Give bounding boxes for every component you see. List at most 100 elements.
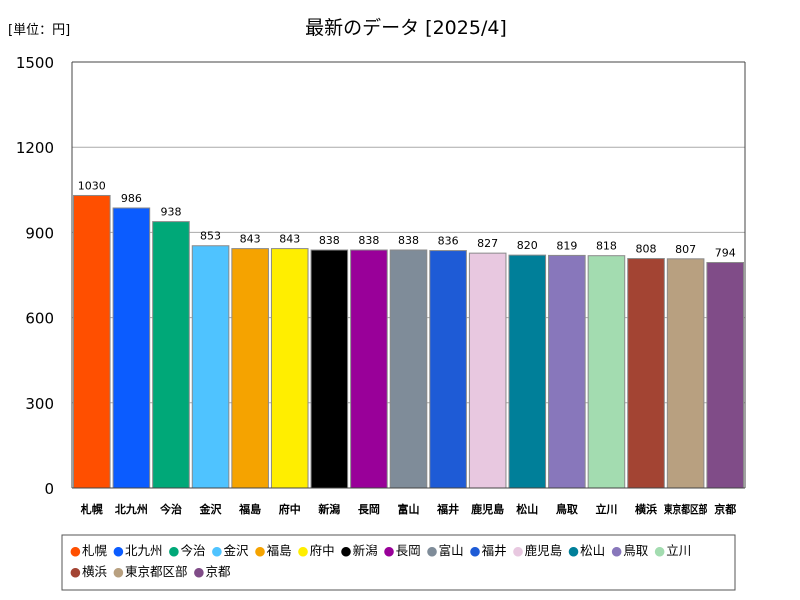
- data-label: 843: [240, 233, 261, 246]
- legend-label: 長岡: [396, 543, 421, 558]
- legend-label: 立川: [666, 543, 691, 558]
- legend-marker: ●: [169, 543, 180, 558]
- legend-item: ● 福井: [470, 543, 507, 558]
- legend-marker: ●: [255, 543, 266, 558]
- bar: [350, 249, 388, 489]
- legend-item: ● 府中: [298, 543, 335, 558]
- legend-item: ● 東京都区部: [113, 564, 188, 579]
- bar: [508, 254, 547, 489]
- legend-marker: ●: [384, 543, 395, 558]
- bar: [429, 250, 467, 489]
- y-tick-labels: 0 300 600 900 1200 1500: [16, 54, 54, 498]
- legend-box: [61, 534, 736, 591]
- legend-item: ● 金沢: [212, 543, 250, 558]
- bars: [73, 194, 744, 489]
- x-tick-label: 金沢: [199, 502, 223, 516]
- data-label: 808: [636, 243, 657, 256]
- data-label: 1030: [78, 179, 106, 192]
- bar: [112, 207, 151, 489]
- data-label: 986: [121, 192, 142, 205]
- x-tick-label: 松山: [516, 502, 538, 516]
- legend-item: ● 松山: [568, 543, 605, 558]
- data-label: 838: [398, 234, 419, 247]
- data-label: 838: [319, 234, 340, 247]
- bar: [627, 258, 665, 489]
- legend-marker: ●: [611, 543, 622, 558]
- legend: ● 札幌 ● 北九州 ● 今治 ● 金沢 ● 福島 ● 府中 ● 新潟 ● 長岡 ● 富山 ● 福井 ● 鹿児島 ● 松山 ● 鳥…: [61, 534, 736, 591]
- unit-label: [単位：円]: [8, 22, 70, 38]
- x-tick-label: 鳥取: [556, 502, 578, 516]
- y-tick-label: 1200: [16, 139, 54, 157]
- x-tick-label: 府中: [279, 502, 301, 516]
- legend-marker: ●: [113, 564, 124, 579]
- legend-marker: ●: [341, 543, 352, 558]
- bar: [191, 245, 230, 489]
- legend-item: ● 鹿児島: [513, 543, 563, 558]
- data-label: 838: [358, 234, 379, 247]
- bar: [548, 254, 586, 489]
- legend-item: ● 横浜: [70, 564, 107, 579]
- x-tick-label: 横浜: [635, 502, 657, 516]
- x-tick-label: 富山: [398, 502, 420, 516]
- legend-label: 北九州: [125, 543, 163, 558]
- legend-marker: ●: [113, 543, 124, 558]
- data-label: 938: [160, 206, 181, 219]
- bar: [706, 262, 744, 489]
- legend-item: ● 立川: [654, 543, 691, 558]
- legend-label: 鳥取: [623, 543, 649, 558]
- data-label: 819: [556, 239, 577, 252]
- data-label: 794: [715, 247, 736, 260]
- legend-item: ● 富山: [427, 543, 464, 558]
- data-label: 827: [477, 237, 498, 250]
- legend-label: 鹿児島: [525, 543, 563, 558]
- bar: [468, 252, 507, 489]
- legend-item: ● 福島: [255, 543, 292, 558]
- data-label: 818: [596, 240, 617, 253]
- x-tick-label: 新潟: [318, 502, 340, 516]
- legend-label: 富山: [439, 543, 464, 558]
- legend-marker: ●: [70, 543, 81, 558]
- legend-label: 京都: [206, 564, 232, 579]
- legend-label: 札幌: [82, 543, 108, 558]
- bar: [587, 255, 626, 489]
- legend-marker: ●: [568, 543, 579, 558]
- data-labels: 1030 986 938 853 843 843 838 838 838 836 827 820 819…: [78, 179, 736, 259]
- x-tick-label: 京都: [714, 502, 736, 516]
- bar: [310, 249, 349, 489]
- data-label: 836: [438, 235, 459, 248]
- x-tick-label: 福島: [238, 502, 261, 516]
- legend-item: ● 鳥取: [611, 543, 649, 558]
- legend-marker: ●: [70, 564, 81, 579]
- legend-item: ● 長岡: [384, 543, 421, 558]
- data-label: 843: [279, 233, 300, 246]
- legend-label: 松山: [580, 543, 605, 558]
- legend-marker: ●: [513, 543, 524, 558]
- y-tick-label: 600: [25, 310, 54, 328]
- legend-item: ● 北九州: [113, 543, 163, 558]
- legend-item: ● 今治: [169, 543, 206, 558]
- legend-label: 金沢: [224, 543, 250, 558]
- y-tick-label: 1500: [16, 54, 54, 72]
- legend-label: 横浜: [82, 564, 107, 579]
- legend-item: ● 京都: [194, 564, 232, 579]
- legend-label: 新潟: [353, 543, 378, 558]
- legend-label: 今治: [181, 543, 206, 558]
- x-tick-label: 今治: [159, 502, 182, 516]
- legend-marker: ●: [470, 543, 481, 558]
- x-tick-label: 長岡: [358, 503, 380, 516]
- axes: [71, 61, 746, 489]
- data-label: 820: [517, 239, 538, 252]
- legend-label: 福井: [482, 543, 507, 558]
- y-tick-label: 300: [25, 395, 54, 413]
- legend-label: 東京都区部: [125, 564, 188, 579]
- bar: [666, 258, 705, 489]
- y-tick-label: 900: [25, 224, 54, 242]
- bar: [73, 194, 111, 489]
- chart-title: 最新のデータ [2025/4]: [305, 17, 507, 39]
- bar: [152, 221, 190, 489]
- legend-marker: ●: [654, 543, 665, 558]
- x-tick-label: 北九州: [115, 502, 148, 516]
- legend-item: ● 札幌: [70, 543, 108, 558]
